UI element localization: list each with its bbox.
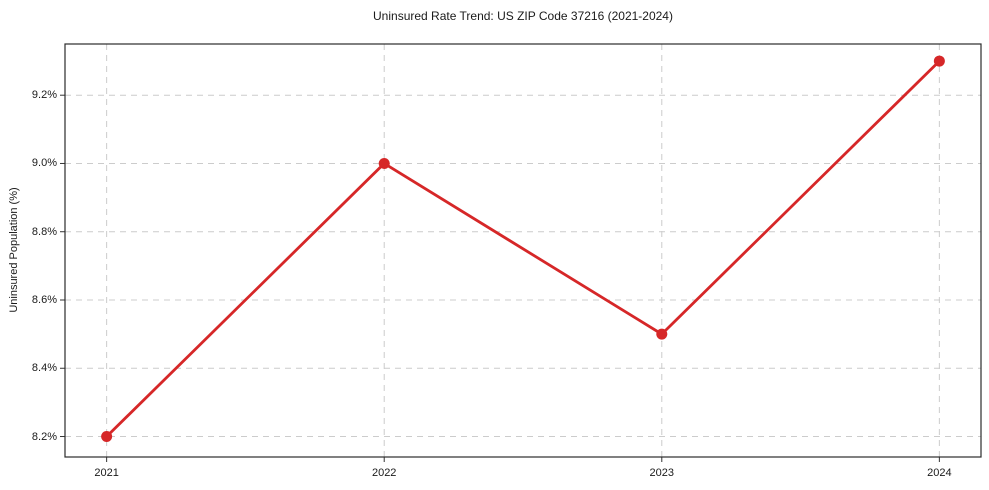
y-tick-label: 8.4% — [31, 362, 57, 375]
y-tick-label: 8.2% — [31, 430, 57, 443]
x-tick-label: 2023 — [649, 467, 675, 479]
series-line — [105, 59, 941, 438]
data-point-marker — [933, 55, 945, 67]
data-point-marker — [378, 157, 390, 169]
x-tick-label: 2021 — [94, 467, 119, 479]
y-tick-label: 9.2% — [31, 89, 57, 102]
x-tick-label: 2022 — [371, 467, 397, 479]
axes-spines — [64, 43, 982, 458]
chart-title: Uninsured Rate Trend: US ZIP Code 37216 … — [373, 9, 673, 23]
data-point-marker — [656, 328, 668, 340]
x-tick-label: 2024 — [927, 467, 952, 479]
data-point-marker — [101, 431, 113, 443]
y-tick-label: 8.8% — [31, 225, 57, 238]
y-tick-label: 9.0% — [31, 157, 57, 170]
y-tick-label: 8.6% — [31, 293, 57, 306]
